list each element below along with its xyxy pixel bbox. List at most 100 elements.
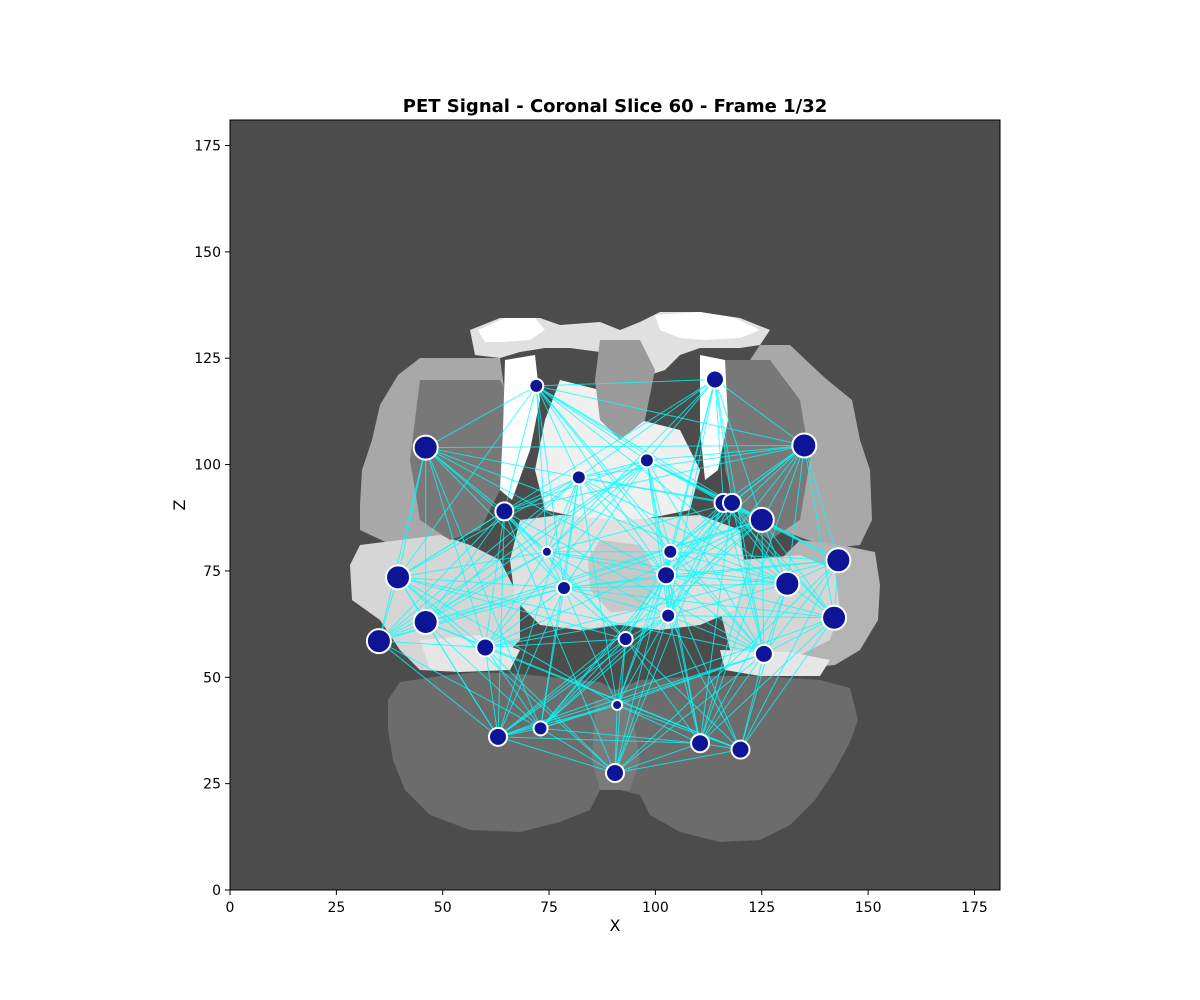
x-tick-label: 125 <box>748 900 775 916</box>
y-tick-label: 125 <box>194 351 221 367</box>
connection-line <box>614 559 839 774</box>
connection-line <box>714 379 733 503</box>
connection-line <box>578 476 788 585</box>
connection-line <box>625 638 701 744</box>
chart-title: PET Signal - Coronal Slice 60 - Frame 1/… <box>403 96 827 117</box>
connection-line <box>563 559 839 589</box>
connection-line <box>540 574 667 729</box>
connection-line <box>540 727 616 774</box>
node-marker <box>753 643 774 664</box>
connection-line <box>563 551 671 589</box>
connection-line <box>503 385 537 512</box>
connection-line <box>485 638 626 649</box>
connection-line <box>699 617 835 744</box>
connection-line <box>578 459 648 478</box>
connection-line <box>425 511 505 623</box>
x-tick-label: 50 <box>434 900 452 916</box>
connection-line <box>536 385 648 461</box>
connection-line <box>535 385 548 552</box>
node-marker <box>365 628 392 655</box>
connection-line <box>540 502 733 729</box>
connection-line <box>497 587 565 738</box>
connection-line <box>546 502 733 553</box>
connection-line <box>485 615 669 649</box>
node-marker <box>605 763 625 784</box>
connection-line <box>616 575 667 706</box>
node-marker <box>721 492 742 513</box>
y-axis-label: Z <box>170 499 189 510</box>
x-tick-label: 25 <box>327 900 345 916</box>
connection-line <box>646 460 765 655</box>
connection-line <box>670 551 839 561</box>
connection-line <box>425 444 805 449</box>
y-tick-label: 25 <box>203 777 221 793</box>
connection-line <box>625 638 741 750</box>
plot-frame <box>229 119 1001 891</box>
connection-line <box>714 379 724 503</box>
y-axis-ticks: 0 25 50 75 100 125 150 175 <box>194 139 230 899</box>
connection-line <box>546 459 648 553</box>
y-tick-label: 0 <box>212 883 221 899</box>
connection-lines <box>378 379 839 774</box>
connection-line <box>731 502 788 584</box>
connection-line <box>714 379 765 654</box>
connection-line <box>425 587 565 623</box>
connection-line <box>699 653 765 744</box>
connection-line <box>485 519 762 648</box>
connection-line <box>378 640 486 649</box>
connection-line <box>378 551 548 642</box>
connection-line <box>536 379 715 387</box>
connection-line <box>425 519 762 623</box>
connection-line <box>670 551 788 585</box>
node-marker <box>730 739 751 760</box>
node-marker <box>791 432 818 459</box>
connection-line <box>740 560 839 750</box>
node-marker <box>475 637 496 658</box>
connection-line <box>646 444 805 461</box>
connection-line <box>646 460 669 616</box>
node-marker <box>528 377 545 394</box>
connection-line <box>546 551 627 640</box>
connection-line <box>803 445 839 561</box>
connection-line <box>425 447 788 585</box>
connection-line <box>616 704 701 744</box>
node-marker <box>617 631 634 648</box>
node-marker <box>825 547 852 574</box>
connection-line <box>484 647 499 737</box>
connection-line <box>723 445 805 504</box>
connection-line <box>666 574 788 585</box>
connection-line <box>504 476 580 512</box>
connection-line <box>803 445 835 618</box>
x-tick-label: 100 <box>642 900 669 916</box>
connection-line <box>425 621 541 729</box>
connection-line <box>425 447 667 576</box>
connection-line <box>740 653 765 750</box>
connection-line <box>563 587 626 640</box>
node-marker <box>488 726 509 747</box>
connection-line <box>497 736 701 744</box>
node-marker <box>748 506 775 533</box>
x-axis-label: X <box>610 916 621 935</box>
connection-line <box>504 510 765 655</box>
connection-line <box>665 379 716 576</box>
connection-line <box>535 385 667 576</box>
connection-line <box>536 385 733 504</box>
connection-line <box>425 447 486 648</box>
connection-line <box>665 575 701 744</box>
connection-line <box>563 583 788 589</box>
connection-line <box>378 511 505 642</box>
connection-line <box>786 445 805 584</box>
connection-line <box>378 640 541 729</box>
connection-line <box>667 615 701 744</box>
connection-line <box>397 447 427 578</box>
node-marker <box>662 543 679 560</box>
connection-line <box>669 502 724 553</box>
x-tick-label: 0 <box>226 900 235 916</box>
y-tick-label: 50 <box>203 670 221 686</box>
connection-line <box>540 615 669 729</box>
connection-line <box>484 460 648 648</box>
connection-line <box>578 379 716 478</box>
connection-line <box>761 445 805 521</box>
connection-line <box>616 615 669 706</box>
connection-line <box>646 379 716 461</box>
